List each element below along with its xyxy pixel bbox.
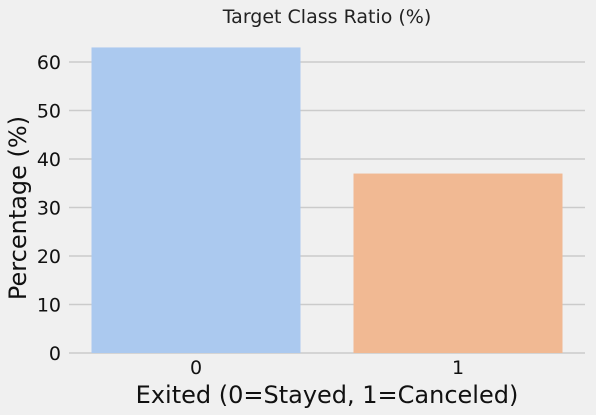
y-tick-label-40: 40 [37, 149, 61, 171]
bar-1 [354, 174, 563, 353]
y-tick-label-30: 30 [37, 198, 61, 220]
x-tick-label-1: 1 [452, 357, 464, 379]
y-tick-label-20: 20 [37, 246, 61, 268]
x-axis-label: Exited (0=Stayed, 1=Canceled) [136, 381, 519, 409]
x-tick-label-0: 0 [190, 357, 202, 379]
y-tick-label-60: 60 [37, 52, 61, 74]
y-tick-label-50: 50 [37, 101, 61, 123]
y-tick-labels: 0 10 20 30 40 50 60 [37, 52, 61, 365]
y-tick-label-10: 10 [37, 295, 61, 317]
bars [92, 47, 563, 353]
chart-title: Target Class Ratio (%) [222, 6, 432, 28]
y-tick-label-0: 0 [49, 343, 61, 365]
y-axis-label: Percentage (%) [4, 116, 32, 300]
bar-0 [92, 47, 301, 353]
